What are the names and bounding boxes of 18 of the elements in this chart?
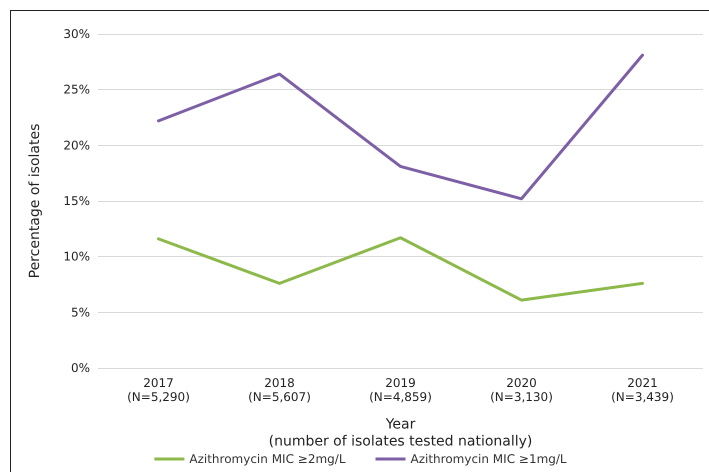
y-axis-title: Percentage of isolates (27, 124, 43, 278)
x-tick-label: 2019 (N=4,859) (369, 376, 432, 404)
x-tick-label: 2018 (N=5,607) (248, 376, 311, 404)
line-series (157, 236, 644, 302)
x-tick-label: 2021 (N=3,439) (611, 376, 674, 404)
y-tick-label: 0% (70, 361, 90, 375)
y-tick-label: 20% (63, 138, 90, 152)
x-tick-label: 2017 (N=5,290) (127, 376, 190, 404)
legend-label: Azithromycin MIC ≥2mg/L (189, 452, 346, 466)
y-tick-label: 30% (63, 27, 90, 41)
y-tick-label: 10% (63, 250, 90, 264)
y-tick-label: 25% (63, 82, 90, 97)
y-tick-label: 5% (70, 305, 90, 320)
x-tick-label: 2020 (N=3,130) (490, 376, 553, 404)
x-axis-title: Year (number of isolates tested nationally) (268, 416, 532, 450)
line-series (157, 54, 644, 200)
legend-label: Azithromycin MIC ≥1mg/L (410, 452, 567, 466)
y-tick-label: 15% (63, 194, 90, 208)
